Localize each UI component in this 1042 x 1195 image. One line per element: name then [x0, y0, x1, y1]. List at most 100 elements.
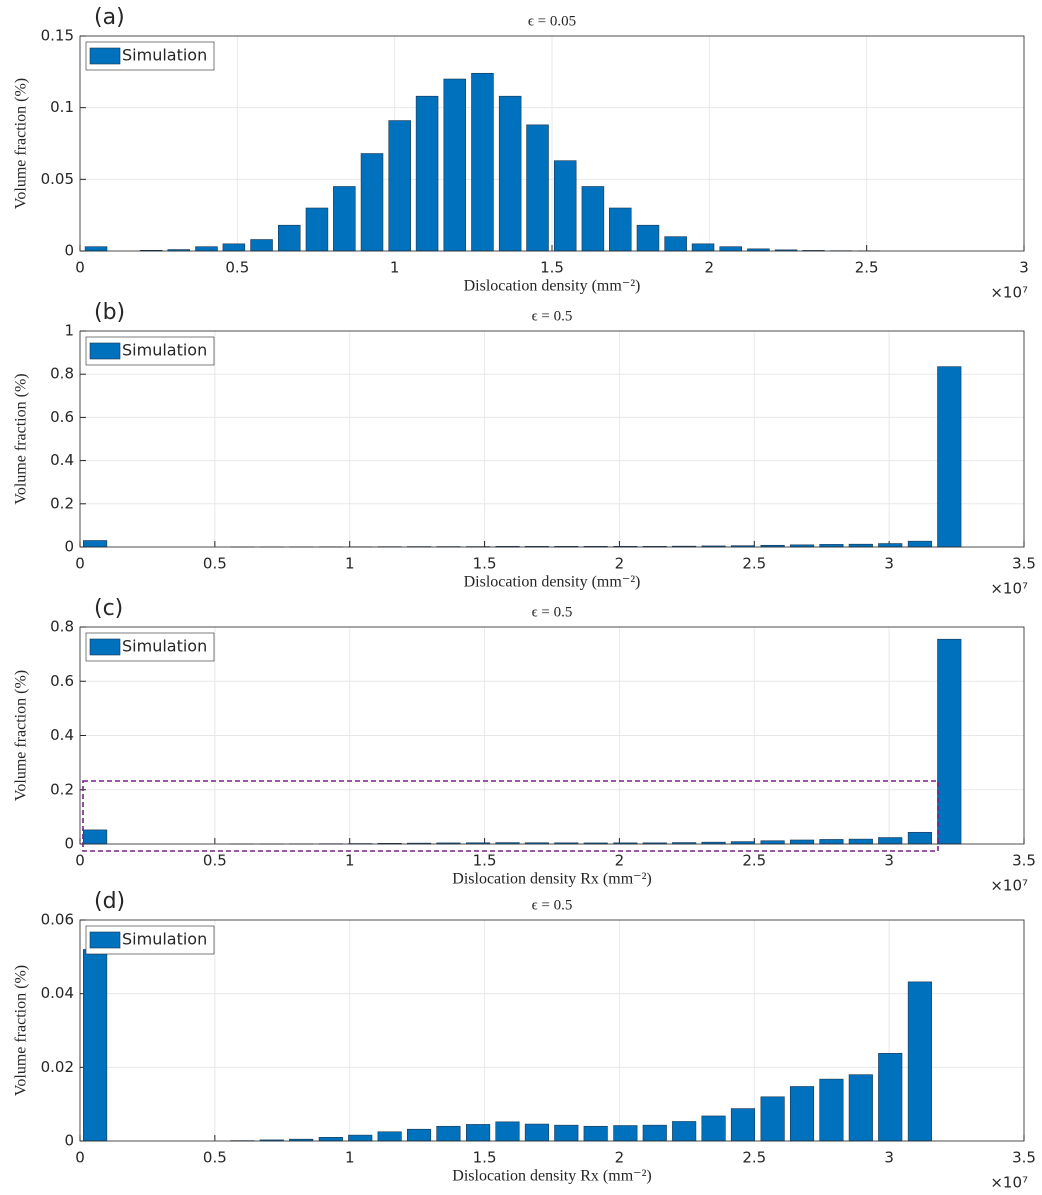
bar	[907, 831, 932, 845]
x-tick-label: 2	[705, 259, 715, 277]
x-tick-label: 0	[75, 555, 85, 573]
bar	[878, 1053, 903, 1142]
bar	[83, 829, 108, 845]
x-tick-label: 0	[75, 259, 85, 277]
x-tick-label: 3	[884, 1149, 894, 1167]
x-tick-label: 3	[884, 555, 894, 573]
y-axis-label: Volume fraction (%)	[13, 373, 30, 504]
bar	[701, 1115, 726, 1142]
bar	[333, 186, 356, 252]
x-axis-label: Dislocation density (mm⁻²)	[464, 278, 641, 295]
x-tick-label: 2	[615, 852, 625, 870]
x-tick-label: 2	[615, 1149, 625, 1167]
legend-box	[85, 632, 215, 662]
bar	[250, 239, 273, 252]
x-tick-label: 0.5	[203, 555, 227, 573]
bar	[848, 838, 873, 845]
bar	[360, 153, 384, 252]
bar	[278, 224, 301, 252]
bar	[466, 1124, 491, 1142]
bar	[819, 839, 844, 845]
bar	[498, 95, 522, 252]
legend-swatch	[89, 638, 121, 656]
bar	[222, 243, 246, 252]
bar	[848, 1074, 873, 1142]
y-tick-label: 0.2	[50, 494, 74, 512]
x-axis-label: Dislocation density (mm⁻²)	[464, 574, 641, 591]
bar	[848, 543, 873, 548]
chart-title: ϵ = 0.5	[532, 604, 573, 620]
bar	[377, 1131, 402, 1142]
bar	[819, 1078, 844, 1142]
legend-swatch	[89, 931, 121, 949]
axes-box	[79, 626, 1025, 845]
x-tick-label: 3	[1019, 259, 1029, 277]
axes-box	[79, 330, 1025, 548]
bar	[907, 981, 932, 1142]
y-tick-label: 0	[64, 538, 74, 556]
x-tick-label: 1	[390, 259, 400, 277]
x-tick-label: 3.5	[1012, 1149, 1036, 1167]
y-tick-label: 0.02	[41, 1058, 74, 1076]
x-tick-label: 3	[884, 852, 894, 870]
y-tick-label: 0.4	[50, 726, 74, 744]
bar	[760, 840, 785, 845]
bar	[406, 1128, 432, 1142]
x-tick-label: 1	[345, 852, 355, 870]
x-exponent: ×10⁷	[990, 877, 1028, 895]
y-tick-label: 0.4	[50, 451, 74, 469]
x-tick-label: 1.5	[473, 1149, 497, 1167]
x-tick-label: 1.5	[540, 259, 564, 277]
bar	[672, 1121, 697, 1142]
y-tick-label: 0.6	[50, 672, 74, 690]
panel-label: (b)	[94, 300, 125, 325]
y-tick-label: 0.1	[50, 98, 74, 116]
bar	[471, 72, 494, 252]
bar	[388, 120, 411, 252]
bar	[83, 949, 108, 1142]
bar	[691, 243, 715, 252]
bar	[760, 1096, 785, 1142]
zoom-region	[82, 780, 939, 852]
x-tick-label: 0	[75, 1149, 85, 1167]
legend-label: Simulation	[122, 930, 207, 949]
y-tick-label: 0.15	[41, 27, 74, 45]
x-tick-label: 1	[345, 1149, 355, 1167]
y-tick-label: 0.8	[50, 618, 74, 636]
bar	[415, 95, 439, 252]
x-tick-label: 2.5	[742, 852, 766, 870]
chart-title: ϵ = 0.5	[532, 897, 573, 913]
x-tick-label: 3.5	[1012, 852, 1036, 870]
y-tick-label: 0.04	[41, 984, 74, 1002]
x-tick-label: 2.5	[742, 555, 766, 573]
legend-swatch	[89, 342, 121, 360]
panel-label: (c)	[94, 596, 123, 621]
bar	[581, 186, 605, 252]
bar	[83, 540, 108, 548]
bar	[937, 366, 962, 548]
bar	[526, 124, 549, 252]
bar	[613, 1125, 638, 1142]
x-tick-label: 2.5	[855, 259, 879, 277]
bar	[84, 246, 108, 252]
axes-box	[79, 919, 1025, 1142]
bar	[348, 1134, 373, 1142]
panel-label: (d)	[94, 889, 125, 914]
bar	[554, 1124, 579, 1142]
bar	[195, 246, 218, 252]
x-tick-label: 1.5	[473, 555, 497, 573]
axes-box	[79, 35, 1025, 252]
x-tick-label: 2.5	[742, 1149, 766, 1167]
y-tick-label: 0	[64, 835, 74, 853]
x-tick-label: 1	[345, 555, 355, 573]
y-tick-label: 0.06	[41, 911, 74, 929]
bar	[664, 236, 687, 252]
y-tick-label: 0.2	[50, 780, 74, 798]
y-tick-label: 0.6	[50, 408, 74, 426]
bar	[495, 1121, 520, 1142]
y-axis-label: Volume fraction (%)	[13, 670, 30, 801]
bar	[553, 160, 577, 252]
legend-label: Simulation	[122, 46, 207, 65]
y-tick-label: 0.05	[41, 170, 74, 188]
